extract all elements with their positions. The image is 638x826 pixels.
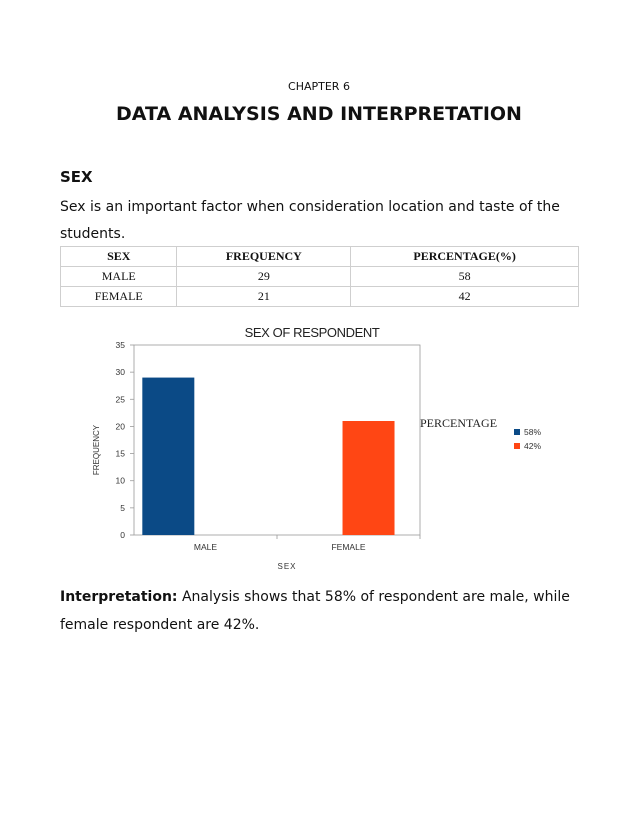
x-tick-label: FEMALE [331,542,365,552]
table-row: MALE 29 58 [59,266,579,287]
chapter-label: CHAPTER 6 [288,80,350,93]
bar-chart: SEX OF RESPONDENT 0 5 10 15 20 25 30 35 MALE FEMAL… [92,325,541,571]
table-row: FEMALE 21 42 [59,286,579,307]
y-tick-label: 20 [116,421,126,431]
page-title: DATA ANALYSIS AND INTERPRETATION [116,103,522,125]
table-cell: 42 [350,286,579,307]
data-table: SEX FREQUENCY PERCENTAGE(%) MALE 29 58 F… [59,246,579,307]
section-heading: SEX [60,168,93,186]
intro-paragraph: Sex is an important factor when consider… [60,199,560,242]
table-cell: 58 [350,266,579,287]
y-tick-label: 15 [116,449,126,459]
y-tick-label: 35 [116,340,126,350]
y-tick-label: 10 [116,476,126,486]
legend-label: 42% [524,441,541,451]
legend-title: PERCENTAGE [420,416,497,430]
y-tick-label: 5 [120,503,125,513]
x-axis-label: SEX [277,562,296,571]
table-header: PERCENTAGE(%) [350,246,579,267]
interpretation-label: Interpretation: [60,589,178,605]
x-tick-label: MALE [194,542,217,552]
table-cell: 29 [176,266,352,287]
table-header: FREQUENCY [176,246,352,267]
chart-title: SEX OF RESPONDENT [245,325,380,340]
legend-swatch [514,443,520,449]
table-cell: 21 [176,286,352,307]
bar [342,421,395,535]
legend-label: 58% [524,427,541,437]
y-tick-label: 0 [120,530,125,540]
y-tick-label: 30 [116,367,126,377]
table-cell: MALE [59,266,178,287]
y-axis-label: FREQUENCY [92,424,101,475]
legend-swatch [514,429,520,435]
interpretation-paragraph: Interpretation: Analysis shows that 58% … [60,583,590,639]
interpretation-text: Analysis shows that 58% of respondent ar… [60,589,570,633]
table-cell: FEMALE [59,286,178,307]
y-tick-label: 25 [116,394,126,404]
table-header: SEX [59,246,178,267]
table-header-row: SEX FREQUENCY PERCENTAGE(%) [59,246,579,267]
bar [142,377,195,535]
